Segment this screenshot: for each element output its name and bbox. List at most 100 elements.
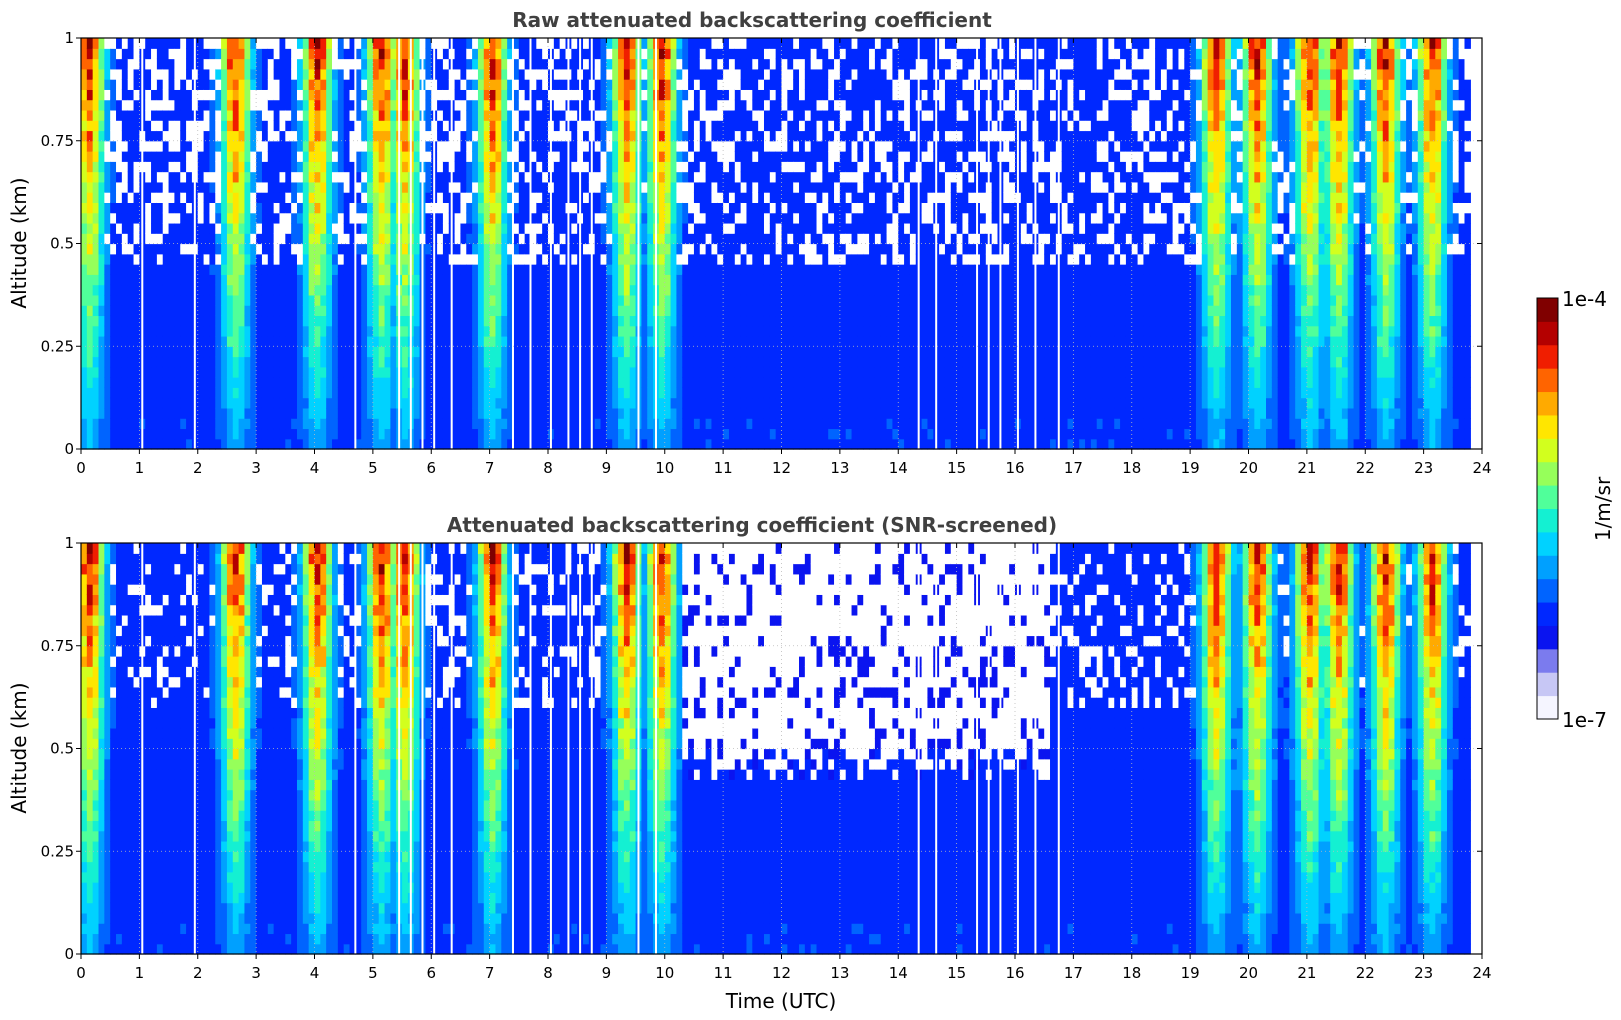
heatmap-cell (711, 418, 718, 430)
heatmap-cell (145, 366, 152, 378)
heatmap-cell (507, 151, 514, 162)
heatmap-cell (121, 428, 129, 440)
heatmap-cell (256, 58, 263, 70)
heatmap-cell (437, 140, 444, 152)
heatmap-cell (378, 161, 386, 173)
heatmap-cell (454, 202, 462, 214)
heatmap-cell (693, 130, 701, 142)
heatmap-cell (542, 181, 549, 193)
heatmap-cell (676, 212, 683, 224)
heatmap-cell (413, 171, 421, 183)
heatmap-cell (524, 130, 532, 142)
heatmap-cell (215, 38, 222, 49)
heatmap-cell (127, 325, 135, 337)
heatmap-cell (472, 438, 479, 450)
heatmap-cell (215, 222, 222, 234)
heatmap-cell (600, 325, 607, 337)
heatmap-cell (279, 171, 286, 183)
heatmap-cell (162, 356, 170, 368)
heatmap-cell (442, 243, 450, 255)
heatmap-cell (752, 140, 759, 152)
heatmap-cell (763, 315, 771, 327)
heatmap-cell (769, 58, 777, 70)
heatmap-cell (571, 397, 578, 409)
heatmap-cell (454, 325, 462, 337)
heatmap-cell (238, 284, 246, 296)
heatmap-cell (623, 294, 631, 306)
heatmap-cell (221, 418, 228, 430)
heatmap-cell (250, 387, 257, 399)
heatmap-cell (133, 407, 140, 419)
heatmap-cell (746, 109, 753, 121)
heatmap-cell (168, 151, 175, 162)
heatmap-cell (86, 397, 94, 409)
heatmap-cell (723, 335, 730, 347)
heatmap-cell (256, 377, 263, 388)
heatmap-cell (641, 212, 648, 224)
heatmap-cell (454, 38, 462, 49)
heatmap-cell (186, 38, 193, 49)
heatmap-cell (711, 140, 718, 152)
heatmap-cell (162, 335, 170, 347)
heatmap-cell (250, 233, 257, 245)
heatmap-cell (226, 120, 234, 132)
heatmap-cell (705, 377, 713, 388)
heatmap-cell (793, 212, 800, 224)
heatmap-cell (670, 68, 678, 80)
heatmap-cell (343, 233, 351, 245)
heatmap-cell (501, 377, 508, 388)
heatmap-cell (763, 397, 771, 409)
heatmap-cell (349, 89, 356, 101)
heatmap-cell (740, 438, 748, 450)
heatmap-cell (308, 99, 316, 111)
heatmap-cell (221, 294, 228, 306)
heatmap-cell (763, 407, 771, 419)
heatmap-cell (121, 325, 129, 337)
heatmap-cell (116, 120, 123, 132)
heatmap-cell (308, 58, 316, 70)
heatmap-cell (355, 377, 362, 388)
heatmap-cell (723, 38, 730, 49)
heatmap-cell (594, 192, 602, 203)
heatmap-cell (81, 38, 88, 49)
heatmap-cell (606, 171, 613, 183)
heatmap-cell (676, 151, 683, 162)
heatmap-cell (372, 418, 380, 430)
heatmap-cell (238, 99, 246, 111)
top-heatmap (81, 38, 1471, 450)
heatmap-cell (390, 130, 397, 142)
heatmap-cell (466, 264, 473, 275)
heatmap-cell (151, 140, 158, 152)
heatmap-cell (571, 294, 578, 306)
heatmap-cell (600, 407, 607, 419)
heatmap-cell (466, 233, 473, 245)
heatmap-cell (495, 243, 502, 255)
heatmap-cell (594, 274, 602, 286)
heatmap-cell (273, 335, 281, 347)
heatmap-cell (787, 438, 794, 450)
heatmap-cell (355, 222, 362, 234)
heatmap-cell (378, 335, 386, 347)
heatmap-cell (781, 418, 788, 430)
heatmap-cell (209, 68, 216, 80)
heatmap-cell (804, 274, 812, 286)
heatmap-cell (553, 315, 561, 327)
heatmap-cell (612, 89, 619, 101)
heatmap-cell (402, 68, 409, 80)
heatmap-cell (250, 58, 257, 70)
heatmap-cell (606, 192, 613, 203)
heatmap-cell (104, 315, 111, 327)
heatmap-cell (337, 264, 345, 275)
heatmap-cell (618, 222, 625, 234)
heatmap-cell (676, 418, 683, 430)
heatmap-cell (612, 243, 619, 255)
heatmap-cell (261, 274, 269, 286)
heatmap-cell (793, 151, 800, 162)
heatmap-cell (232, 120, 240, 132)
heatmap-cell (174, 315, 181, 327)
heatmap-cell (244, 418, 251, 430)
heatmap-cell (553, 407, 561, 419)
heatmap-cell (232, 264, 240, 275)
heatmap-cell (600, 202, 607, 214)
heatmap-cell (466, 68, 473, 80)
